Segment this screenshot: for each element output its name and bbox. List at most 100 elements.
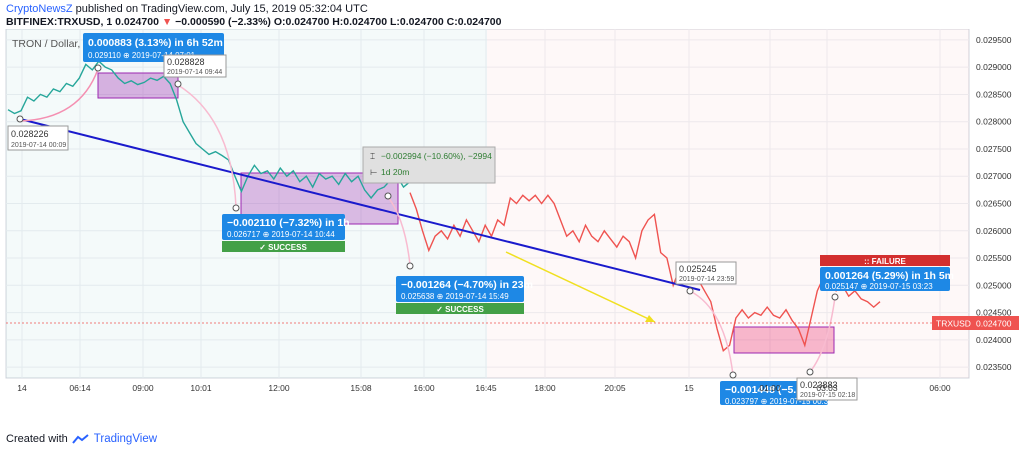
y-axis[interactable]: 0.023500 0.024000 0.024500 0.025000 0.025500… [976,35,1012,372]
x-tick-label: 03:03 [816,383,838,393]
annotation-headline: −0.001264 (−4.70%) in 23m [401,279,533,291]
price-tag-value: 0.024700 [976,319,1012,329]
point-time: 2019-07-15 02:18 [800,392,855,399]
swing-curve-1 [19,68,99,122]
pivot-dot [686,287,694,295]
x-tick-label: 06:14 [69,383,91,393]
symbol-label: BITFINEX:TRXUSD, 1 [6,16,113,28]
swing-curve-5 [809,296,836,373]
down-arrow-icon: ▼ [161,16,173,28]
publisher-link[interactable]: CryptoNewsZ [6,3,73,15]
price-chart[interactable]: TRON / Dollar, 1, 0.000883 (3.13%) in 6h… [0,29,1024,429]
pivot-dot [16,115,24,123]
series-line [409,192,881,352]
swing-curve-4 [689,290,734,376]
y-tick-label: 0.023500 [976,362,1012,372]
x-tick-label: 12:00 [268,383,290,393]
measure-tooltip[interactable]: ⌶ −0.002994 (−10.60%), −2994 ⊢ 1d 20m [362,146,496,184]
pattern-box-3[interactable] [733,326,835,354]
y-tick-label: 0.024000 [976,335,1012,345]
ruler-icon: ⌶ [370,151,375,161]
x-tick-label: 14 [17,383,27,393]
pivot-dot [406,262,414,270]
pivot-dot [94,64,102,72]
point-label: 0.023883 2019-07-15 02:18 [796,377,858,401]
pivot-dot [232,204,240,212]
annotation-drop-2[interactable]: −0.001264 (−4.70%) in 23m 0.025638 ⊕ 201… [396,276,533,314]
last-price: 0.024700 [115,16,159,28]
annotation-detail: 0.025638 ⊕ 2019-07-14 15:49 [401,292,509,301]
up-zone [6,29,487,378]
y-tick-label: 0.027500 [976,144,1012,154]
x-tick-label: 20:05 [604,383,626,393]
created-with-label: Created with [6,433,68,445]
pivot-dot [806,368,814,376]
point-price: 0.025245 [679,264,717,274]
annotation-headline: 0.000883 (3.13%) in 6h 52m [88,37,223,49]
x-axis[interactable]: 14 06:14 09:00 10:01 12:00 15:08 16:00 16:45 18:… [17,383,951,393]
ohlc-values: O:0.024700 H:0.024700 L:0.024700 C:0.024… [273,16,502,28]
x-tick-label: 09:00 [132,383,154,393]
point-price: 0.028828 [167,57,205,67]
published-text: published on TradingView.com, July 15, 2… [72,3,368,15]
y-tick-label: 0.028500 [976,89,1012,99]
x-tick-label: 18:00 [534,383,556,393]
y-tick-label: 0.029000 [976,62,1012,72]
price-tag-symbol: TRXUSD [936,319,971,329]
x-tick-label: 15 [684,383,694,393]
price-change: −0.000590 (−2.33%) [175,16,271,28]
status-badge: :: FAILURE [864,257,906,266]
y-tick-label: 0.025000 [976,280,1012,290]
y-tick-label: 0.026000 [976,226,1012,236]
point-time: 2019-07-14 23:59 [679,276,734,283]
annotation-detail: 0.025147 ⊕ 2019-07-15 03:23 [825,282,933,291]
x-tick-label: 16:00 [413,383,435,393]
series-line [7,60,411,200]
point-time: 2019-07-14 00:09 [11,142,66,149]
swing-curve-3 [387,196,411,266]
pivot-dot [831,293,839,301]
price-tag: TRXUSD 0.024700 [6,316,1019,330]
symbol-header: BITFINEX:TRXUSD, 1 0.024700 ▼ −0.000590 … [6,16,502,28]
y-tick-label: 0.029500 [976,35,1012,45]
annotation-headline: 0.001264 (5.29%) in 1h 5m [825,270,954,282]
y-tick-label: 0.027000 [976,171,1012,181]
measure-duration: 1d 20m [381,167,409,177]
tradingview-logo-icon [71,434,89,444]
x-tick-label: 10:01 [190,383,212,393]
x-tick-label: 16:45 [475,383,497,393]
annotation-detail: 0.023797 ⊕ 2019-07-15 00:31 [725,397,833,406]
point-label: 0.028226 2019-07-14 00:09 [7,125,69,151]
clock-icon: ⊢ [370,167,378,177]
annotation-detail: 0.029110 ⊕ 2019-07-14 07:01 [88,51,196,60]
pivot-points [16,64,839,379]
pivot-dot [384,192,392,200]
point-price: 0.023883 [800,380,838,390]
point-time: 2019-07-14 09:44 [167,69,222,76]
annotation-drop-1[interactable]: −0.002110 (−7.32%) in 1h 0.026717 ⊕ 2019… [222,214,350,252]
pivot-dot [729,371,737,379]
point-label: 0.025245 2019-07-14 23:59 [675,261,737,285]
publish-header: CryptoNewsZ published on TradingView.com… [6,3,368,15]
y-tick-label: 0.028000 [976,117,1012,127]
pivot-dot [174,80,182,88]
trend-line[interactable] [19,118,701,291]
forecast-arrow[interactable] [505,251,656,323]
annotation-headline: −0.002110 (−7.32%) in 1h [227,217,350,229]
chart-title: TRON / Dollar, 1, [12,38,92,50]
y-tick-label: 0.025500 [976,253,1012,263]
x-tick-label: 01:00 [759,383,781,393]
footer: Created with TradingView [6,433,157,445]
x-tick-label: 06:00 [929,383,951,393]
annotation-detail: 0.026717 ⊕ 2019-07-14 10:44 [227,230,335,239]
point-label: 0.028828 2019-07-14 09:44 [163,54,227,78]
tradingview-link[interactable]: TradingView [93,433,158,445]
swing-curve-2 [177,84,237,208]
price-series [7,60,881,352]
point-price: 0.028226 [11,129,49,139]
status-badge: ✓ SUCCESS [436,305,484,314]
arrow-head-icon [645,315,655,322]
measure-change: −0.002994 (−10.60%), −2994 [381,151,492,161]
annotation-rise-2[interactable]: :: FAILURE 0.001264 (5.29%) in 1h 5m 0.0… [820,255,954,291]
y-tick-label: 0.024500 [976,308,1012,318]
